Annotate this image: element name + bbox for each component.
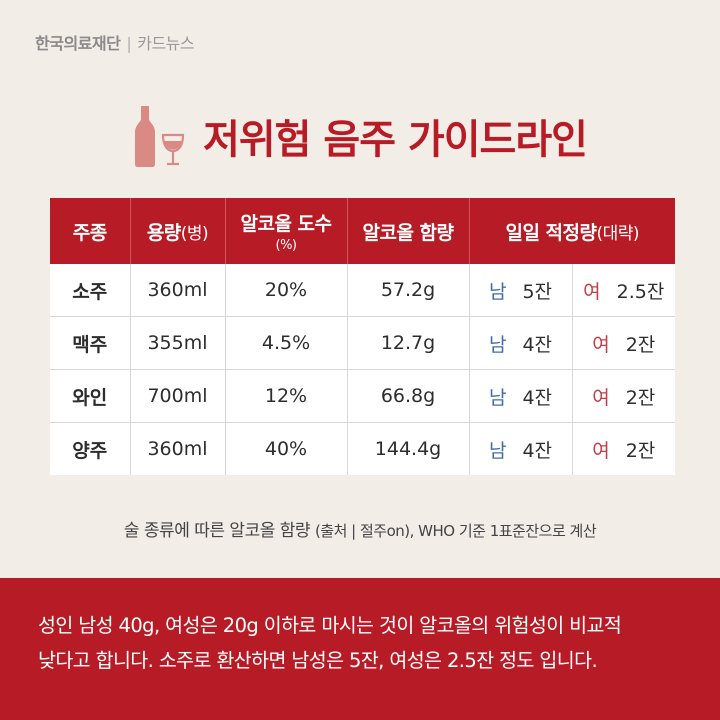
cell-female: 여 2잔 (572, 316, 675, 370)
table-row: 양주 360ml 40% 144.4g 남 4잔 여 2잔 (50, 422, 675, 476)
caption-source: (출처 | 절주on), WHO 기준 1표준잔으로 계산 (314, 522, 597, 540)
cell-female: 여 2.5잔 (572, 264, 675, 317)
female-amount: 2.5잔 (616, 280, 665, 303)
female-label: 여 (583, 280, 601, 303)
caption-main: 술 종류에 따른 알코올 함량 (123, 521, 311, 541)
cell-female: 여 2잔 (572, 423, 675, 476)
cell-male: 남 5잔 (469, 264, 573, 317)
cell-abv: 4.5% (225, 316, 348, 370)
brand-divider: | (126, 34, 132, 53)
female-label: 여 (592, 439, 610, 462)
bottle-and-wine-glass-icon (135, 106, 185, 167)
header-content: 알코올 함량 (347, 198, 470, 264)
cell-content: 144.4g (347, 422, 470, 475)
header-abv: 알코올 도수 (%) (225, 198, 348, 264)
brand-header: 한국의료재단 | 카드뉴스 (35, 30, 195, 54)
cell-male: 남 4잔 (469, 316, 573, 370)
male-amount: 4잔 (522, 439, 553, 462)
female-amount: 2잔 (625, 333, 656, 356)
brand-section: 카드뉴스 (137, 34, 195, 53)
female-label: 여 (592, 386, 610, 409)
cell-male: 남 4잔 (469, 369, 573, 423)
table-row: 와인 700ml 12% 66.8g 남 4잔 여 2잔 (50, 369, 675, 423)
brand-org: 한국의료재단 (35, 34, 121, 53)
table-header-row: 주종 용량(병) 알코올 도수 (%) 알코올 함량 일일 적정량(대략) (50, 198, 675, 264)
female-amount: 2잔 (625, 439, 656, 462)
cell-kind: 소주 (50, 264, 131, 317)
footer-line-2: 낮다고 합니다. 소주로 환산하면 남성은 5잔, 여성은 2.5잔 정도 입니… (38, 649, 598, 672)
cell-volume: 700ml (130, 369, 226, 423)
cell-content: 66.8g (347, 369, 470, 423)
male-amount: 4잔 (522, 386, 553, 409)
alcohol-guide-table: 주종 용량(병) 알코올 도수 (%) 알코올 함량 일일 적정량(대략) 소주 … (50, 198, 675, 475)
cell-kind: 맥주 (50, 316, 131, 370)
page-title: 저위험 음주 가이드라인 (203, 117, 588, 163)
male-amount: 5잔 (522, 280, 553, 303)
cell-abv: 20% (225, 264, 348, 317)
header-daily: 일일 적정량(대략) (469, 198, 675, 264)
male-label: 남 (488, 280, 507, 303)
table-row: 맥주 355ml 4.5% 12.7g 남 4잔 여 2잔 (50, 316, 675, 370)
header-kind: 주종 (50, 198, 131, 264)
cell-male: 남 4잔 (469, 422, 573, 475)
cell-kind: 양주 (50, 422, 131, 475)
cell-kind: 와인 (50, 369, 131, 423)
footer-panel: 성인 남성 40g, 여성은 20g 이하로 마시는 것이 알코올의 위험성이 … (0, 578, 720, 720)
male-label: 남 (488, 386, 507, 409)
male-label: 남 (488, 439, 507, 462)
cell-content: 12.7g (347, 316, 470, 370)
cell-volume: 360ml (130, 264, 226, 317)
male-amount: 4잔 (522, 333, 553, 356)
female-label: 여 (592, 333, 610, 356)
cell-volume: 360ml (130, 422, 226, 475)
header-volume: 용량(병) (130, 198, 226, 264)
cell-female: 여 2잔 (572, 369, 675, 423)
title-area: 저위험 음주 가이드라인 (0, 105, 720, 167)
cell-abv: 40% (225, 422, 348, 475)
table-row: 소주 360ml 20% 57.2g 남 5잔 여 2.5잔 (50, 264, 675, 317)
male-label: 남 (488, 333, 507, 356)
female-amount: 2잔 (625, 386, 656, 409)
cell-content: 57.2g (347, 264, 470, 317)
cell-abv: 12% (225, 369, 348, 423)
cell-volume: 355ml (130, 316, 226, 370)
table-caption: 술 종류에 따른 알코올 함량 (출처 | 절주on), WHO 기준 1표준잔… (0, 516, 720, 541)
footer-line-1: 성인 남성 40g, 여성은 20g 이하로 마시는 것이 알코올의 위험성이 … (38, 614, 622, 637)
footer-text: 성인 남성 40g, 여성은 20g 이하로 마시는 것이 알코올의 위험성이 … (38, 608, 688, 678)
